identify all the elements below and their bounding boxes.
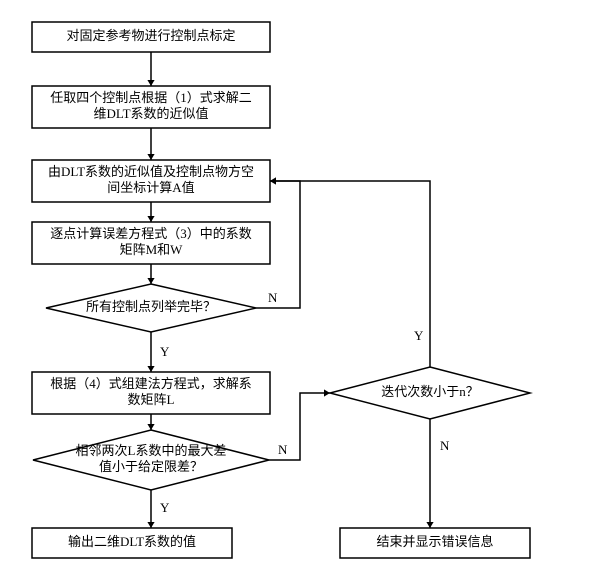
process-n4-text: 逐点计算误差方程式（3）中的系数 (50, 226, 252, 241)
decision-d1-text: 所有控制点列举完毕？ (86, 299, 216, 314)
process-n5-text: 数矩阵L (128, 392, 175, 407)
decision-d2-text: 相邻两次L系数中的最大差 (76, 443, 227, 458)
edge (270, 181, 430, 367)
process-n3-text: 间坐标计算A值 (107, 180, 194, 195)
process-n7-text: 结束并显示错误信息 (376, 534, 493, 549)
process-n1-text: 对固定参考物进行控制点标定 (66, 28, 235, 43)
edge-label: Y (160, 500, 170, 515)
edge-label: N (278, 442, 288, 457)
decision-d2-text: 值小于给定限差？ (99, 459, 203, 474)
process-n2-text: 任取四个控制点根据（1）式求解二 (50, 90, 252, 105)
process-n5-text: 根据（4）式组建法方程式，求解系 (50, 376, 252, 391)
process-n3-text: 由DLT系数的近似值及控制点物方空 (48, 164, 254, 179)
edge-label: N (268, 290, 278, 305)
edge-label: Y (160, 344, 170, 359)
edge-label: Y (414, 328, 424, 343)
process-n2-text: 维DLT系数的近似值 (93, 106, 208, 121)
edge-label: N (440, 438, 450, 453)
process-n6-text: 输出二维DLT系数的值 (68, 534, 196, 549)
decision-d3-text: 迭代次数小于n？ (381, 384, 479, 399)
process-n4-text: 矩阵M和W (120, 242, 184, 257)
